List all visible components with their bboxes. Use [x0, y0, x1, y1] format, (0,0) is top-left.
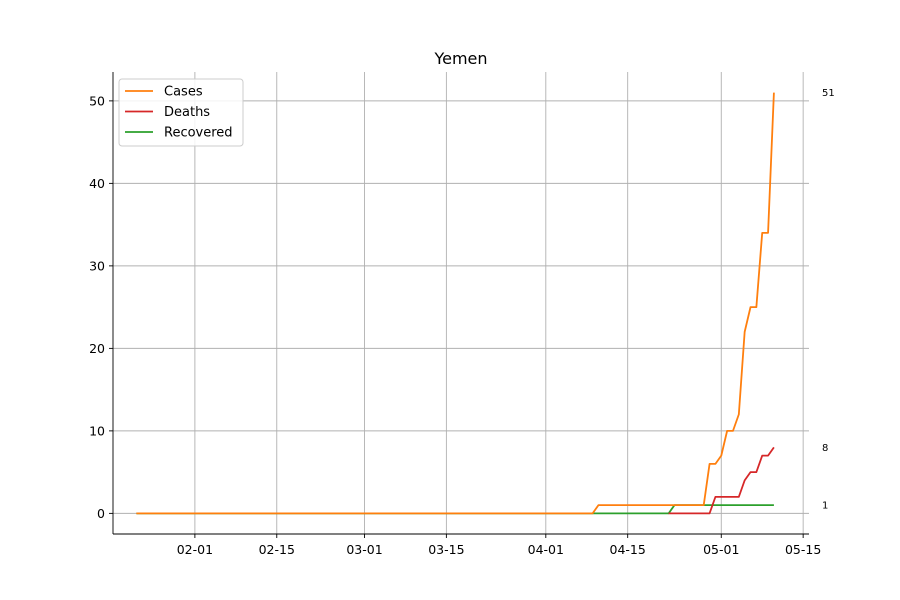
x-tick-label: 02-15: [259, 542, 295, 557]
x-tick-label: 05-01: [703, 542, 739, 557]
x-tick-label: 03-15: [428, 542, 464, 557]
x-tick-label: 04-15: [610, 542, 646, 557]
legend-label-deaths: Deaths: [164, 105, 210, 120]
end-labels: 51 8 1: [822, 88, 835, 512]
grid: [113, 72, 809, 534]
y-tick-label: 50: [89, 93, 105, 108]
chart-title: Yemen: [433, 49, 487, 68]
legend-box: [118, 78, 244, 147]
series-line-deaths: [668, 446, 775, 515]
y-tick-label: 10: [89, 423, 105, 438]
y-tick-label: 30: [89, 258, 105, 273]
end-label-cases: 51: [822, 88, 835, 99]
series-lines: [136, 92, 775, 515]
x-tick-label: 05-15: [785, 542, 821, 557]
x-tick-label: 04-01: [528, 542, 564, 557]
end-label-deaths: 8: [822, 443, 828, 454]
x-tick-label: 03-01: [346, 542, 382, 557]
y-tick-label: 20: [89, 341, 105, 356]
series-line-recovered: [136, 504, 774, 515]
y-tick-label: 0: [97, 506, 105, 521]
end-label-recovered: 1: [822, 501, 828, 512]
series-line-cases: [136, 92, 775, 515]
legend-label-recovered: Recovered: [164, 126, 233, 141]
x-tick-label: 02-01: [177, 542, 213, 557]
axes: 02-01 02-15 03-01 03-15 04-01 04-15 05-01 05-15…: [89, 72, 821, 557]
legend-label-cases: Cases: [164, 85, 203, 100]
legend: Cases Deaths Recovered: [118, 78, 244, 147]
y-tick-label: 40: [89, 176, 105, 191]
